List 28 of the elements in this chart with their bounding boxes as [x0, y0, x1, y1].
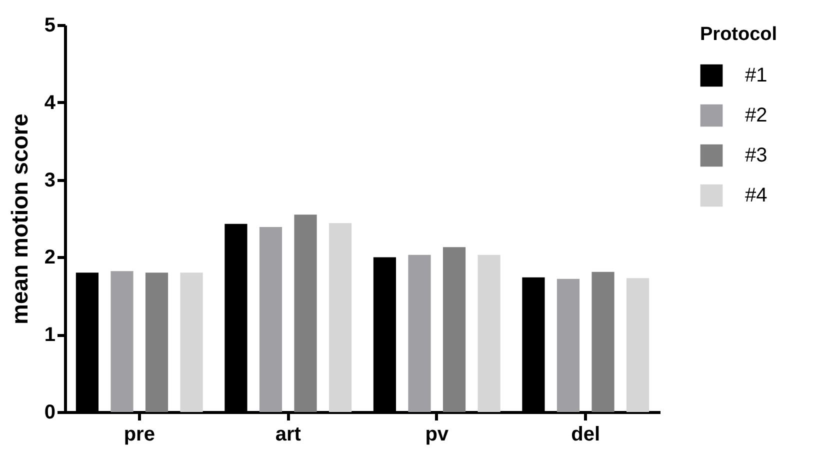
x-tick-label: del — [571, 424, 600, 446]
bar — [556, 278, 580, 412]
bar — [478, 254, 500, 412]
y-axis-title: mean motion score — [6, 114, 32, 324]
bar — [408, 254, 431, 412]
bar — [180, 272, 203, 412]
bar — [328, 223, 352, 412]
bar — [110, 271, 134, 412]
legend-label: #4 — [745, 184, 768, 206]
bar — [294, 214, 317, 412]
y-tick-label: 0 — [44, 402, 56, 424]
y-tick-label: 5 — [44, 14, 56, 36]
bar — [592, 272, 614, 412]
bar — [145, 272, 168, 412]
bar — [259, 227, 282, 412]
y-tick-label: 4 — [44, 92, 56, 114]
y-tick-label: 3 — [44, 169, 56, 192]
bar — [442, 247, 466, 412]
x-tick-label: pv — [425, 424, 450, 446]
legend-label: #1 — [745, 64, 768, 86]
legend-title: Protocol — [700, 24, 778, 45]
x-tick-label: art — [275, 424, 302, 446]
y-tick-label: 2 — [44, 246, 56, 269]
legend-label: #2 — [745, 104, 768, 126]
legend-label: #3 — [745, 144, 768, 166]
y-tick-label: 1 — [44, 324, 56, 346]
x-tick-label: pre — [124, 424, 155, 446]
bar — [626, 278, 650, 412]
